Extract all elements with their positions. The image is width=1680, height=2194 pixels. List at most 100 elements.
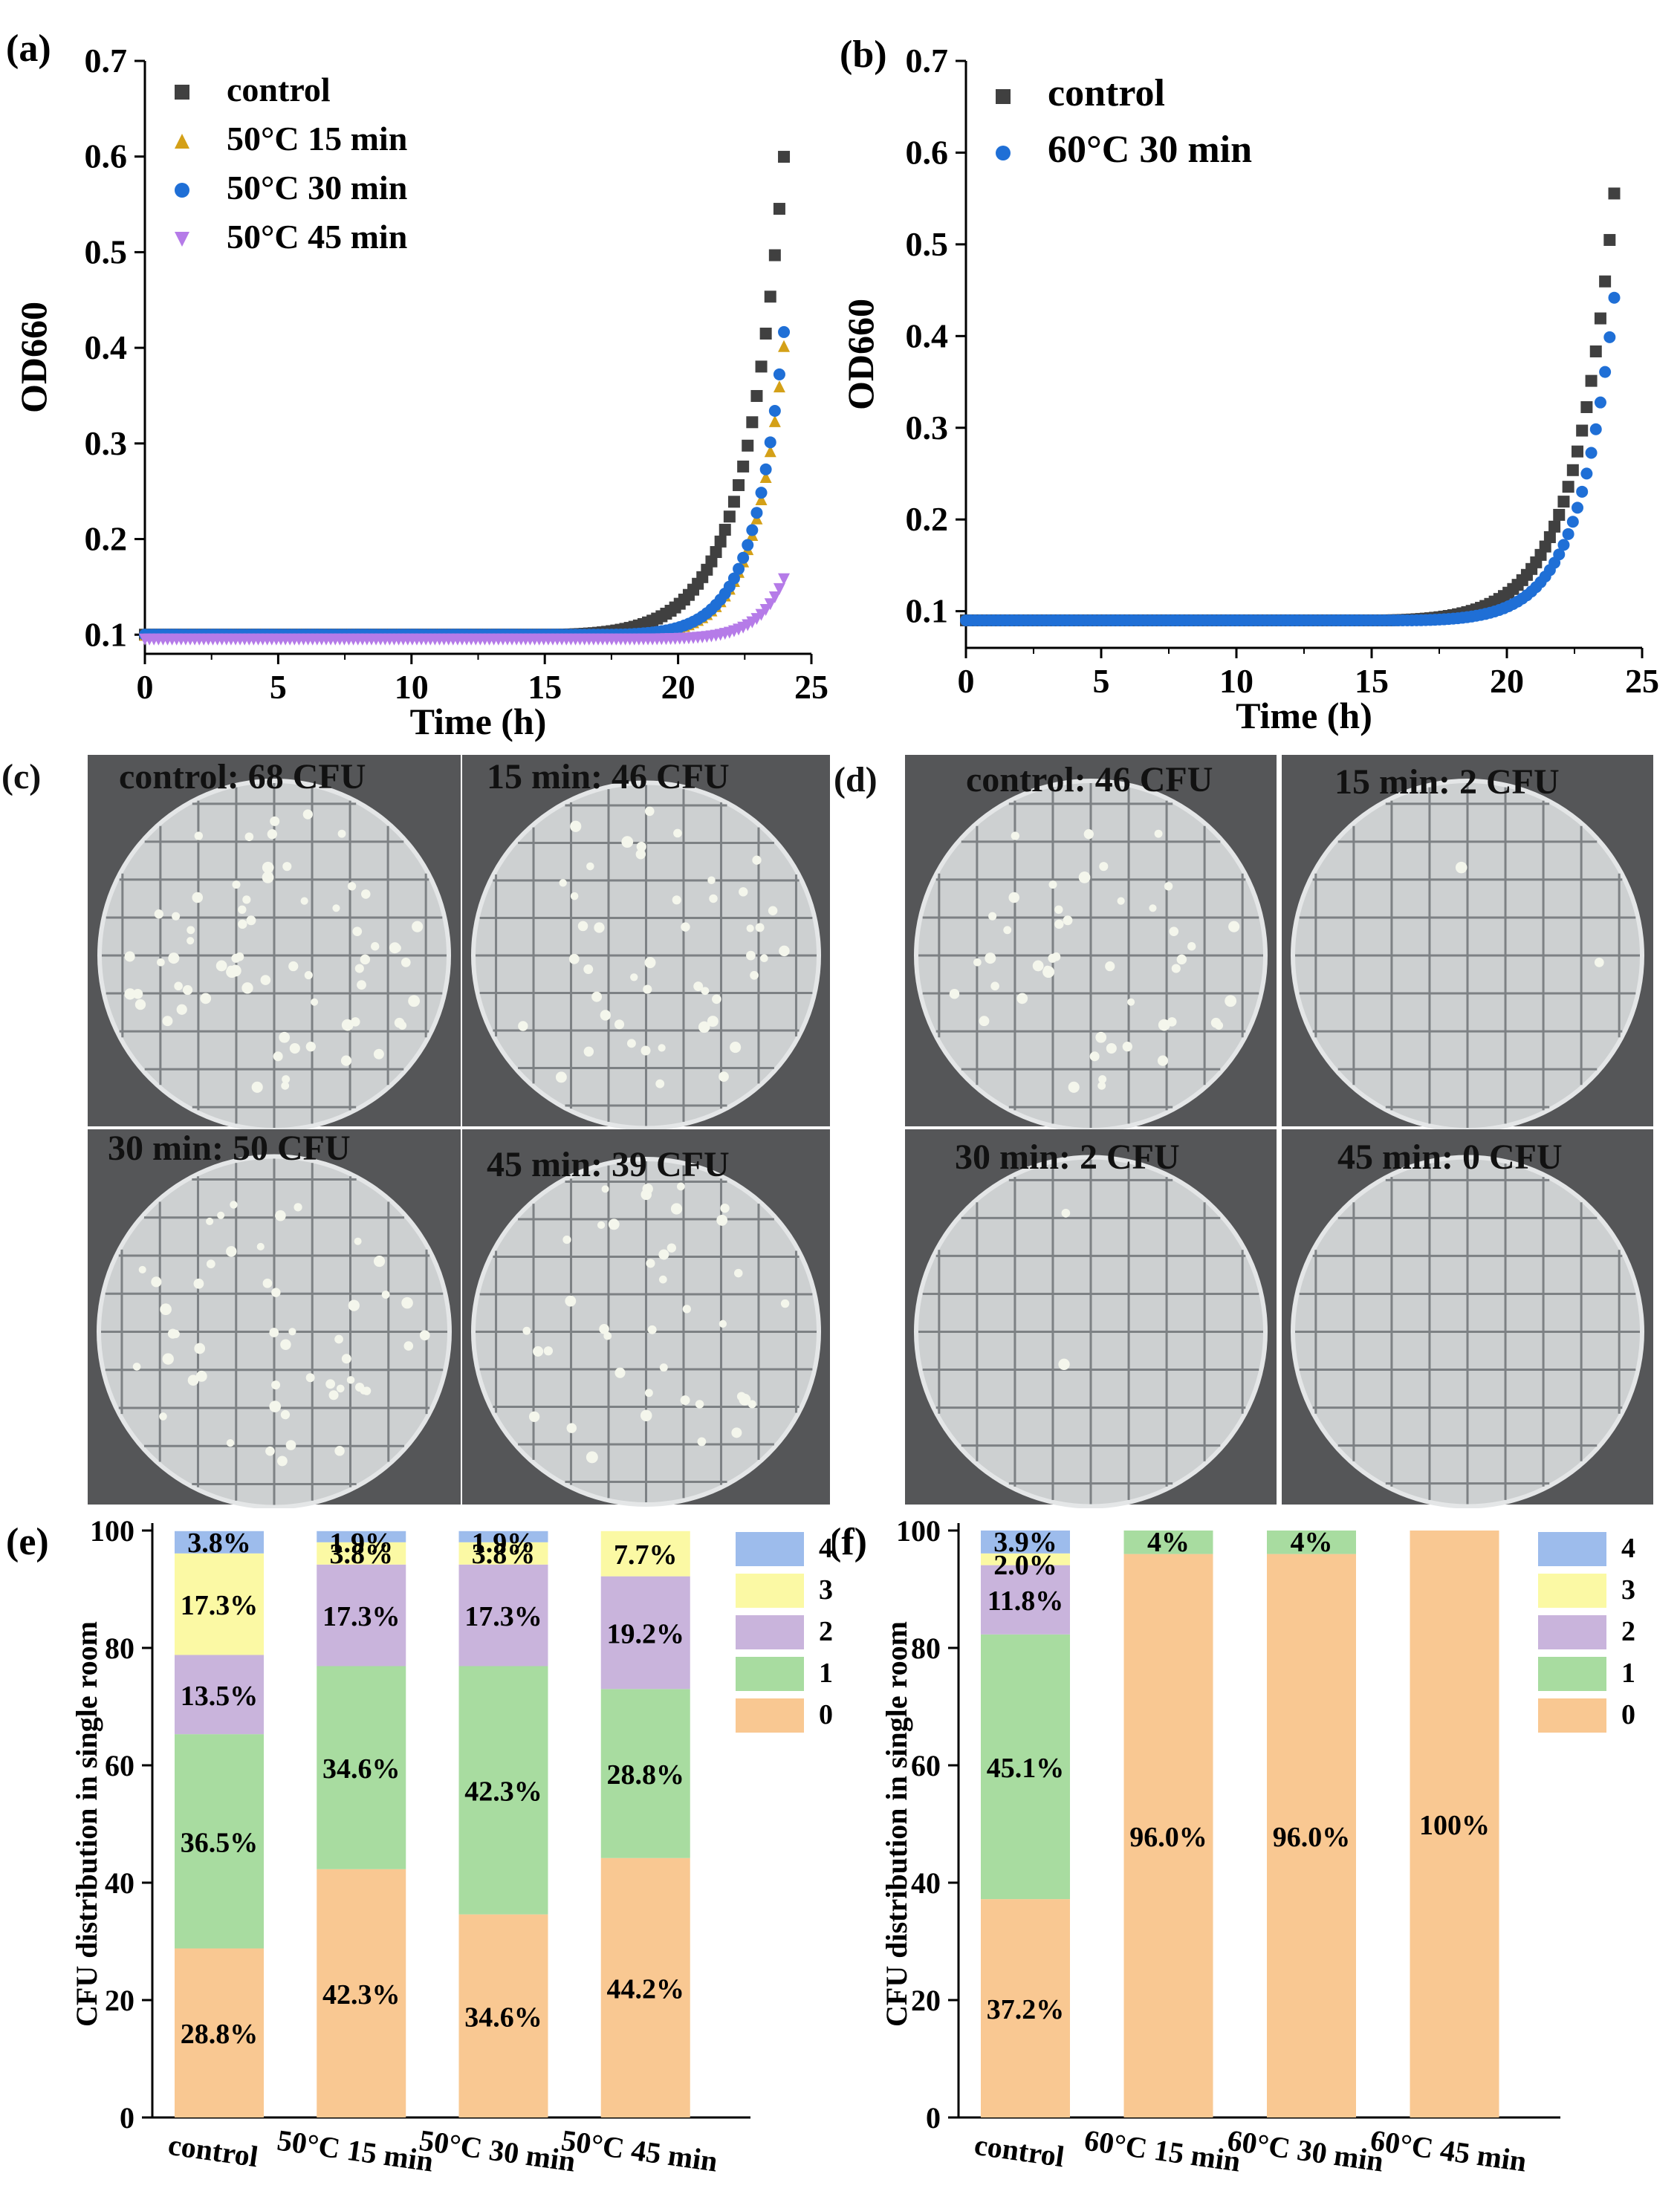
colony (658, 1249, 669, 1260)
colony (238, 905, 247, 914)
colony (1127, 998, 1135, 1006)
data-point (742, 539, 754, 551)
colony (739, 887, 748, 897)
colony (780, 1299, 790, 1308)
y-tick-label: 0 (926, 2101, 941, 2135)
colony (1154, 829, 1163, 838)
data-point (773, 582, 785, 595)
data-label: 37.2% (987, 1994, 1065, 2025)
plate-label-c-4: 45 min: 39 CFU (487, 1145, 730, 1184)
y-tick-label: 0.3 (906, 409, 949, 447)
colony (230, 1201, 238, 1209)
data-label: 4% (1291, 1527, 1333, 1558)
colony (288, 961, 299, 972)
data-point (1599, 275, 1612, 288)
colony (1011, 831, 1020, 840)
data-label: 2.0% (993, 1550, 1057, 1581)
colony (304, 971, 313, 980)
colony (267, 828, 277, 840)
colony (124, 951, 135, 962)
colony (1167, 1017, 1177, 1027)
colony (734, 1268, 743, 1278)
colony (192, 892, 204, 903)
bar-segment (458, 1542, 548, 1565)
y-tick-label: 0.6 (906, 133, 949, 171)
data-point (719, 524, 731, 536)
colony (695, 1400, 704, 1409)
colony (658, 1044, 666, 1052)
colony (238, 919, 247, 929)
colony (644, 957, 656, 969)
colony (194, 1343, 206, 1354)
colony (160, 1303, 172, 1316)
data-point (1562, 481, 1574, 493)
x-tick-label: 5 (1093, 662, 1110, 700)
data-point (1599, 366, 1612, 378)
data-label: 100% (1419, 1810, 1490, 1841)
data-point (764, 436, 776, 449)
colony (701, 987, 710, 996)
plate-label-c-1: control: 68 CFU (119, 757, 366, 796)
colony (275, 1210, 286, 1221)
data-label: 17.3% (181, 1590, 259, 1621)
bar-segment (981, 1565, 1070, 1635)
colony (636, 841, 646, 852)
colony (621, 836, 634, 848)
colony (709, 894, 718, 903)
colony (328, 1390, 339, 1401)
data-point (1603, 331, 1616, 343)
data-point (710, 546, 722, 559)
y-tick-label: 0.7 (85, 42, 128, 79)
colony (1149, 904, 1157, 912)
colony (354, 1237, 362, 1245)
colony (642, 1184, 653, 1195)
bar-segment (600, 1689, 690, 1858)
legend-swatch (736, 1574, 804, 1608)
colony (1061, 1208, 1071, 1218)
colony (640, 1045, 651, 1056)
growth-curve-chart-b: 0 5 10 15 20 25 0.1 0.2 0.3 0.4 0.5 0.6 0.7 Time (h) O… (840, 33, 1659, 736)
colony (371, 942, 380, 951)
colony (151, 1276, 162, 1288)
legend-label: 0 (1621, 1699, 1635, 1730)
data-point (778, 325, 791, 338)
data-point (733, 478, 745, 491)
x-tick-label: 15 (528, 668, 562, 706)
x-tick-label: 50°C 15 min (275, 2123, 435, 2178)
colony (1169, 926, 1179, 936)
colony (614, 1367, 626, 1378)
colony (1117, 897, 1125, 905)
colony (206, 1217, 214, 1225)
data-point (1580, 467, 1593, 480)
legend-label: control (1048, 72, 1165, 114)
colony (162, 1353, 174, 1365)
data-point (714, 535, 727, 548)
legend-swatch (1538, 1698, 1606, 1733)
legend-marker (175, 183, 189, 198)
colony (716, 1215, 728, 1226)
colony (341, 1354, 351, 1364)
data-point (764, 291, 776, 303)
bar-segment (981, 1553, 1070, 1565)
bar-segment (175, 1553, 264, 1655)
x-tick-label: 5 (270, 668, 287, 706)
colony (566, 1423, 577, 1433)
colony (311, 998, 319, 1006)
legend-marker (175, 134, 189, 149)
colony (988, 912, 997, 921)
colony (533, 1346, 544, 1357)
plate-label-d-2: 15 min: 2 CFU (1334, 762, 1560, 802)
colony (159, 1412, 167, 1421)
legend-label: 4 (819, 1533, 833, 1564)
data-label: 42.3% (322, 1979, 400, 2010)
colony (200, 993, 212, 1004)
data-point (1566, 516, 1579, 528)
colony (124, 988, 136, 1000)
colony (746, 924, 754, 932)
colony (730, 1042, 742, 1054)
data-point (750, 507, 763, 519)
legend-marker (996, 89, 1011, 104)
colony (373, 1048, 384, 1059)
